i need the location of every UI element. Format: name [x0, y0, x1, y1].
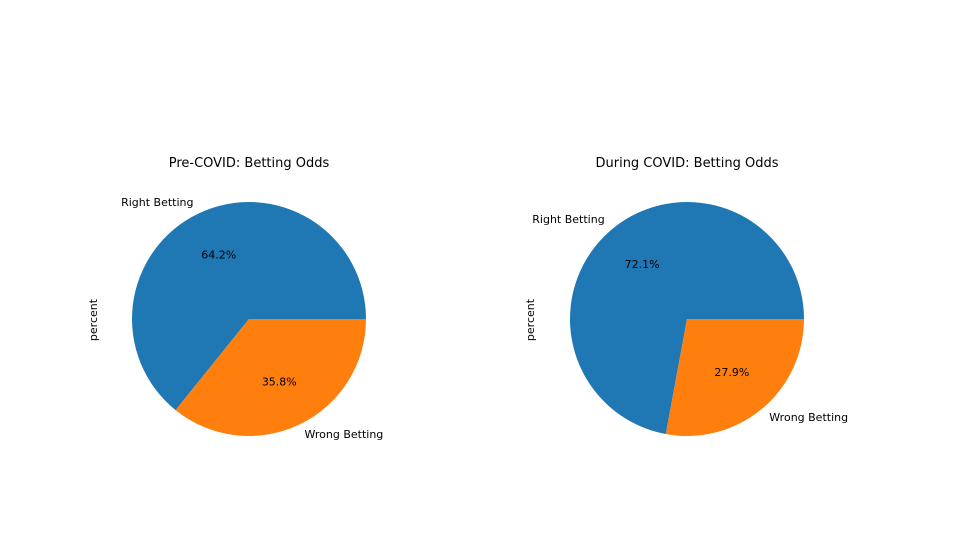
pre-covid-pie-chart: Pre-COVID: Betting Odds percent Right Be…	[87, 156, 383, 441]
slice-label-wrong-betting: Wrong Betting	[305, 428, 384, 441]
slice-percent-right-betting: 72.1%	[625, 258, 660, 271]
pie-slice-wrong-betting	[175, 319, 366, 436]
slice-percent-wrong-betting: 35.8%	[262, 375, 297, 388]
chart-title: During COVID: Betting Odds	[595, 156, 778, 171]
pie-slice-wrong-betting	[665, 319, 804, 436]
pie-slice-right-betting	[132, 202, 366, 411]
pie-slices	[570, 201, 804, 436]
slice-label-right-betting: Right Betting	[121, 196, 193, 209]
chart-title: Pre-COVID: Betting Odds	[169, 156, 330, 171]
y-axis-label: percent	[524, 298, 537, 341]
during-covid-pie-chart: During COVID: Betting Odds percent Right…	[524, 156, 848, 436]
pie-slice-right-betting	[570, 201, 804, 435]
slice-label-wrong-betting: Wrong Betting	[769, 411, 848, 424]
slice-label-right-betting: Right Betting	[532, 213, 604, 226]
pie-slice-labels: Right Betting 72.1% Wrong Betting 27.9%	[532, 213, 848, 424]
y-axis-label: percent	[87, 298, 100, 341]
slice-percent-right-betting: 64.2%	[201, 249, 236, 262]
slice-percent-wrong-betting: 27.9%	[714, 366, 749, 379]
pie-slices	[132, 202, 366, 436]
pie-slice-labels: Right Betting 64.2% Wrong Betting 35.8%	[121, 196, 383, 441]
